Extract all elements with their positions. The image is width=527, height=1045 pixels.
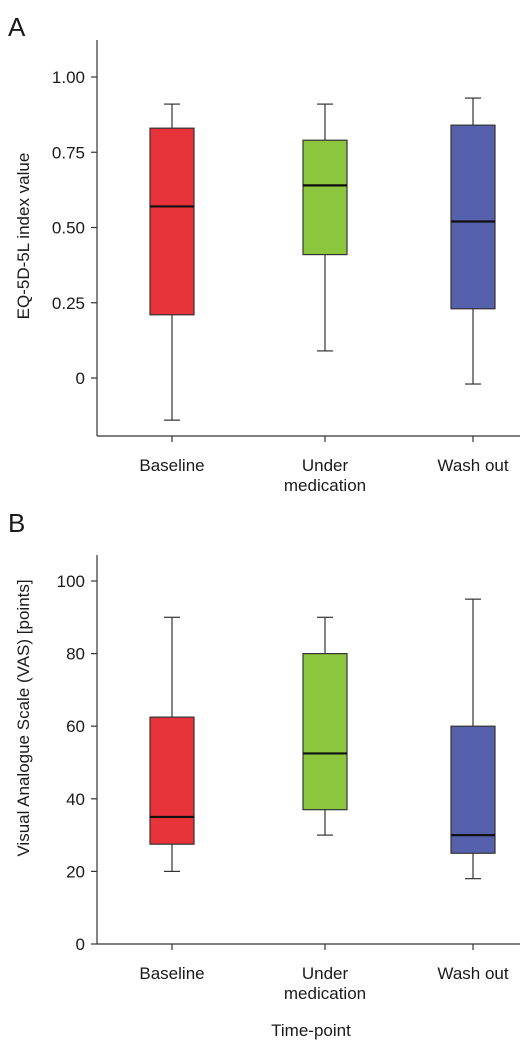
category-label: Baseline (139, 964, 204, 983)
boxes-a (149, 97, 496, 421)
iqr-box (149, 716, 195, 845)
category-label: Under medication (284, 964, 366, 1003)
box-2 (302, 616, 348, 836)
category-label: Wash out (437, 456, 508, 475)
x-axis-title-b: Time-point (271, 1021, 351, 1040)
y-tick-label: 0.25 (52, 294, 85, 313)
y-tick-label: 80 (66, 645, 85, 664)
y-ticks-b: 100 80 60 40 20 0 (57, 572, 97, 954)
boxes-b (149, 598, 496, 880)
y-tick-label: 0 (76, 935, 85, 954)
axes-a (96, 40, 520, 442)
category-label: Baseline (139, 456, 204, 475)
y-tick-label: 60 (66, 717, 85, 736)
category-label: Wash out (437, 964, 508, 983)
category-label: Under medication (284, 456, 366, 495)
iqr-box (450, 124, 496, 310)
panel-b: B Visual Analogue Scale (VAS) [points] 1… (8, 508, 520, 1040)
y-tick-label: 0.50 (52, 219, 85, 238)
box-3 (450, 598, 496, 880)
iqr-box (302, 652, 348, 811)
iqr-box (149, 127, 195, 316)
iqr-box (302, 139, 348, 256)
panel-a: A EQ-5D-5L index value 1.00 0.75 0.50 0.25 0… (8, 12, 520, 495)
panel-label-a: A (8, 12, 26, 42)
box-2 (302, 103, 348, 352)
y-axis-title-a: EQ-5D-5L index value (14, 153, 33, 320)
y-ticks-a: 1.00 0.75 0.50 0.25 0 (52, 68, 97, 388)
box-1 (149, 616, 195, 873)
box-3 (450, 97, 496, 385)
iqr-box (450, 725, 496, 854)
y-axis-title-b: Visual Analogue Scale (VAS) [points] (14, 579, 33, 856)
category-labels-b: Baseline Under medication Wash out (139, 964, 508, 1003)
y-tick-label: 100 (57, 572, 85, 591)
y-tick-label: 1.00 (52, 68, 85, 87)
y-tick-label: 0 (76, 369, 85, 388)
y-tick-label: 0.75 (52, 143, 85, 162)
panel-label-b: B (8, 508, 25, 538)
box-1 (149, 103, 195, 421)
y-tick-label: 20 (66, 862, 85, 881)
category-labels-a: Baseline Under medication Wash out (139, 456, 508, 495)
axes-b (96, 555, 520, 950)
y-tick-label: 40 (66, 790, 85, 809)
